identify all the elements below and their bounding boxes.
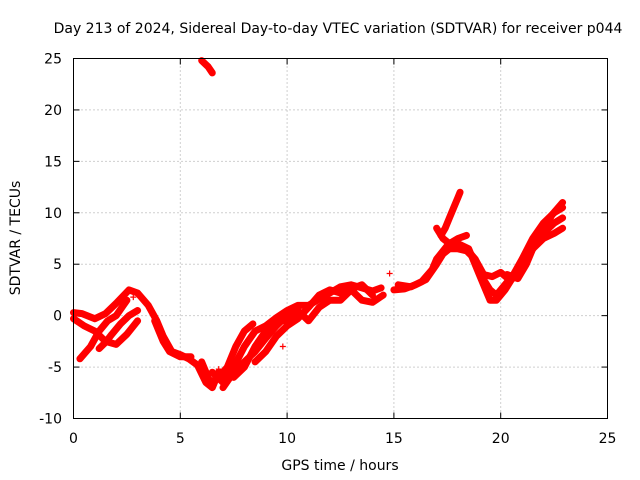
data-track xyxy=(503,199,567,283)
grid xyxy=(73,58,608,419)
ticks xyxy=(73,58,608,419)
y-tick-label: 0 xyxy=(53,309,62,325)
x-tick-label: 15 xyxy=(385,431,403,447)
data-track xyxy=(198,57,216,77)
data-point xyxy=(386,270,393,277)
x-tick-label: 20 xyxy=(492,431,510,447)
x-tick-label: 25 xyxy=(599,431,617,447)
data-point xyxy=(130,294,137,301)
x-tick-label: 5 xyxy=(176,431,185,447)
y-tick-label: -10 xyxy=(39,412,62,428)
tick-labels: 0 5 10 15 20 25 -10 -5 0 5 10 15 20 25 xyxy=(39,52,616,448)
x-tick-label: 0 xyxy=(69,431,78,447)
y-tick-label: 10 xyxy=(44,206,62,222)
y-tick-label: 5 xyxy=(53,257,62,273)
data-point xyxy=(279,343,286,350)
y-tick-label: 20 xyxy=(44,103,62,119)
data-track xyxy=(198,320,257,386)
plot-frame xyxy=(73,58,608,419)
y-axis-label: SDTVAR / TECUs xyxy=(8,181,24,296)
x-tick-label: 10 xyxy=(278,431,296,447)
data-point xyxy=(215,366,222,373)
data-series xyxy=(70,57,567,392)
y-tick-label: 25 xyxy=(44,52,62,68)
data-track xyxy=(437,188,464,239)
data-track xyxy=(251,281,376,366)
data-track xyxy=(230,286,387,381)
chart-title: Day 213 of 2024, Sidereal Day-to-day VTE… xyxy=(54,21,623,37)
x-axis-label: GPS time / hours xyxy=(281,458,398,474)
data-track xyxy=(76,296,131,363)
data-track xyxy=(151,317,195,361)
y-tick-label: -5 xyxy=(48,360,62,376)
y-tick-label: 15 xyxy=(44,154,62,170)
data-track xyxy=(95,307,142,353)
